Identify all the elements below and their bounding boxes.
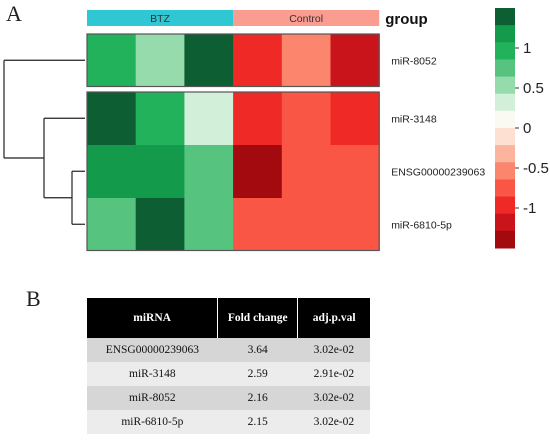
heatmap-cell: [330, 92, 380, 145]
table-row: miR-3148 2.59 2.91e-02: [87, 362, 370, 386]
heatmap-cell: [184, 34, 234, 87]
cluster-border-top: [86, 33, 380, 88]
row-label: miR-8052: [391, 55, 437, 67]
heatmap-cell: [184, 92, 234, 145]
legend-tick-label: -1: [523, 200, 536, 217]
legend-swatch: [495, 76, 515, 95]
row-label: miR-6810-5p: [391, 219, 452, 231]
heatmap-cell: [281, 92, 331, 145]
header-mirna: miRNA: [87, 298, 219, 338]
header-fold-change: Fold change: [217, 298, 299, 338]
legend-tick-label: 0.5: [523, 80, 544, 97]
heatmap-cell: [281, 198, 331, 251]
legend-swatch: [495, 42, 515, 60]
legend-swatch: [495, 162, 515, 180]
heatmap-cell: [135, 34, 185, 87]
table-row: ENSG00000239063 3.64 3.02e-02: [87, 338, 370, 362]
heatmap-cell: [330, 198, 380, 251]
legend-swatch: [495, 145, 515, 163]
row-label: ENSG00000239063: [391, 166, 485, 178]
cell-mirna: miR-8052: [87, 386, 218, 410]
color-scale-legend: 1 0.5 0 -0.5 -1: [495, 8, 549, 249]
row-dendrogram: [3, 59, 85, 225]
row-label: miR-3148: [391, 113, 437, 125]
heatmap-cell: [87, 34, 137, 87]
heatmap-cell: [330, 145, 380, 198]
legend-swatch: [495, 179, 515, 198]
heatmap-cell: [135, 198, 185, 251]
legend-swatch: [495, 25, 515, 43]
heatmap-cell: [330, 34, 380, 87]
cell-fold-change: 2.16: [217, 386, 298, 410]
cell-fold-change: 2.15: [217, 410, 298, 434]
cluster-border-bottom: [86, 91, 380, 252]
heatmap-cell: [87, 198, 137, 251]
cell-adj-p-val: 3.02e-02: [297, 338, 370, 362]
heatmap-cell: [87, 145, 137, 198]
group-label-btz: BTZ: [150, 13, 170, 25]
heatmap-cell: [135, 145, 185, 198]
cell-adj-p-val: 3.02e-02: [297, 410, 370, 434]
table-row: miR-6810-5p 2.15 3.02e-02: [87, 410, 370, 434]
group-bar-control: [233, 10, 380, 26]
heatmap-cell: [233, 92, 283, 145]
cell-fold-change: 2.59: [217, 362, 298, 386]
legend-swatch: [495, 196, 515, 215]
row-labels: miR-8052 miR-3148 ENSG00000239063 miR-6810-…: [391, 55, 485, 231]
cell-mirna: ENSG00000239063: [87, 338, 218, 362]
heatmap-cell: [281, 145, 331, 198]
legend-swatch: [495, 8, 515, 26]
heatmap-cell: [281, 34, 331, 87]
cell-adj-p-val: 3.02e-02: [297, 386, 370, 410]
table-header-row: miRNA Fold change adj.p.val: [87, 298, 370, 338]
legend-swatch: [495, 93, 515, 112]
heatmap-cell: [184, 198, 234, 251]
panel-b-label: B: [26, 286, 41, 311]
legend-swatch: [495, 128, 515, 146]
panel-a-label: A: [6, 1, 22, 26]
heatmap-chart: BTZ Control group miR-8052 miR-3148 ENSG0000…: [3, 8, 549, 252]
group-annotation-bar: BTZ Control group: [87, 10, 428, 28]
heatmap-cell: [233, 198, 283, 251]
heatmap-cell: [135, 92, 185, 145]
legend-swatch: [495, 213, 515, 232]
table-row: miR-8052 2.16 3.02e-02: [87, 386, 370, 410]
cell-mirna: miR-6810-5p: [87, 410, 218, 434]
cell-mirna: miR-3148: [87, 362, 218, 386]
heatmap-cell: [87, 92, 137, 145]
header-adj-p-val: adj.p.val: [297, 298, 370, 338]
cell-fold-change: 3.64: [217, 338, 298, 362]
legend-tick-label: -0.5: [523, 160, 549, 177]
heatmap-cell: [184, 145, 234, 198]
legend-swatch: [495, 110, 515, 129]
group-title: group: [385, 11, 428, 28]
cell-adj-p-val: 2.91e-02: [297, 362, 370, 386]
heatmap-cells: [86, 33, 380, 252]
legend-tick-label: 1: [523, 40, 531, 57]
legend-tick-label: 0: [523, 120, 531, 137]
group-bar-btz: [87, 10, 234, 26]
fold-change-table: miRNA Fold change adj.p.val ENSG00000239…: [87, 298, 370, 434]
heatmap-cell: [233, 34, 283, 87]
legend-swatch: [495, 230, 515, 249]
group-label-control: Control: [289, 13, 323, 25]
legend-swatch: [495, 59, 515, 78]
heatmap-cell: [233, 145, 283, 198]
